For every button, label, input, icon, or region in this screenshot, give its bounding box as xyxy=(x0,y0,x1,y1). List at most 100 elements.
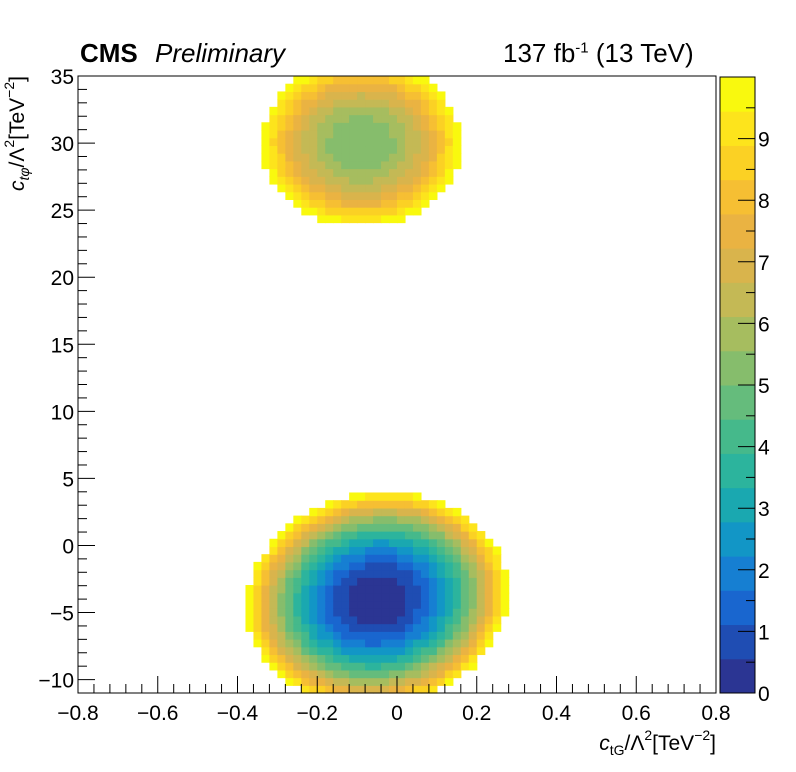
heatmap-cell xyxy=(277,569,286,578)
heatmap-cell xyxy=(349,592,358,602)
heatmap-cell xyxy=(309,561,318,571)
heatmap-cell xyxy=(389,500,398,509)
heatmap-cell xyxy=(333,122,342,131)
heatmap-cell xyxy=(373,176,382,185)
heatmap-cell xyxy=(381,191,390,200)
heatmap-cell xyxy=(349,577,358,586)
x-tick-label: −0.8 xyxy=(57,702,98,725)
heatmap-cell xyxy=(325,114,334,123)
heatmap-cell xyxy=(253,608,263,617)
heatmap-cell xyxy=(412,546,422,555)
x-tick-label: −0.4 xyxy=(217,702,259,725)
heatmap-cell xyxy=(428,623,438,632)
heatmap-cell xyxy=(460,600,470,609)
heatmap-cell xyxy=(389,176,398,185)
heatmap-cell xyxy=(428,631,438,640)
heatmap-cell xyxy=(285,122,294,131)
heatmap-cell xyxy=(412,662,422,671)
heatmap-cell xyxy=(341,654,350,663)
lumi-exponent: -1 xyxy=(575,39,589,57)
heatmap-cell xyxy=(444,623,454,632)
heatmap-cell xyxy=(349,554,358,563)
heatmap-cell xyxy=(325,531,334,540)
heatmap-cell xyxy=(349,639,358,648)
heatmap-cell xyxy=(373,83,382,93)
heatmap-cell xyxy=(365,160,374,170)
heatmap-cell xyxy=(412,615,422,625)
heatmap-cell xyxy=(333,207,342,216)
heatmap-cell xyxy=(476,615,486,625)
heatmap-cell xyxy=(341,577,350,586)
heatmap-cell xyxy=(460,623,470,632)
heatmap-cell xyxy=(269,592,278,602)
heatmap-cell xyxy=(381,615,390,625)
heatmap-cell xyxy=(365,515,374,524)
heatmap-cell xyxy=(365,523,374,532)
heatmap-cell xyxy=(460,515,470,524)
heatmap-cell xyxy=(397,129,406,139)
heatmap-cell xyxy=(436,585,446,594)
heatmap-cell xyxy=(404,631,414,640)
heatmap-cell xyxy=(389,153,398,162)
heatmap-cell xyxy=(389,654,398,663)
heatmap-cell xyxy=(269,176,278,185)
heatmap-cell xyxy=(381,531,390,540)
heatmap-cell xyxy=(404,114,414,123)
heatmap-cell xyxy=(325,122,334,131)
heatmap-cell xyxy=(404,554,414,563)
heatmap-cell xyxy=(333,577,342,586)
heatmap-cell xyxy=(428,600,438,609)
heatmap-cell xyxy=(436,129,446,139)
heatmap-cell xyxy=(309,191,318,200)
heatmap-cell xyxy=(412,608,422,617)
heatmap-cell xyxy=(373,114,382,123)
heatmap-cell xyxy=(397,523,406,532)
heatmap-cell xyxy=(373,214,382,224)
colorbar-tick-label: 2 xyxy=(758,560,770,583)
heatmap-cell xyxy=(277,623,286,632)
heatmap-cell xyxy=(373,608,382,617)
heatmap-cell xyxy=(420,83,430,93)
heatmap-cell xyxy=(293,677,302,686)
heatmap-cell xyxy=(293,83,302,93)
heatmap-cell xyxy=(460,608,470,617)
heatmap-cell xyxy=(412,500,422,509)
heatmap-cell xyxy=(325,83,334,93)
heatmap-cell xyxy=(349,561,358,571)
heatmap-cell xyxy=(309,569,318,578)
heatmap-cell xyxy=(389,677,398,686)
heatmap-cell xyxy=(420,137,430,147)
heatmap-cell xyxy=(261,577,270,586)
heatmap-cell xyxy=(420,515,430,524)
heatmap-cell xyxy=(484,554,494,563)
heatmap-cell xyxy=(460,538,470,548)
heatmap-cell xyxy=(325,99,334,108)
heatmap-cell xyxy=(381,546,390,555)
heatmap-cell xyxy=(397,631,406,640)
heatmap-cell xyxy=(373,631,382,640)
heatmap-cell xyxy=(285,561,294,571)
heatmap-cell xyxy=(444,129,454,139)
heatmap-cell xyxy=(404,531,414,540)
heatmap-cell xyxy=(444,153,454,162)
heatmap-cell xyxy=(404,168,414,177)
heatmap-cell xyxy=(444,515,454,524)
heatmap-cell xyxy=(444,145,454,154)
heatmap-cell xyxy=(389,515,398,524)
heatmap-cell xyxy=(428,99,438,108)
heatmap-cell xyxy=(484,561,494,571)
heatmap-cell xyxy=(357,153,366,162)
heatmap-cell xyxy=(389,523,398,532)
heatmap-cell xyxy=(277,183,286,193)
heatmap-cell xyxy=(349,199,358,208)
heatmap-cell xyxy=(293,145,302,154)
heatmap-cell xyxy=(420,585,430,594)
heatmap-cell xyxy=(357,662,366,671)
heatmap-cell xyxy=(285,623,294,632)
heatmap-cell xyxy=(333,623,342,632)
heatmap-cell xyxy=(285,168,294,177)
heatmap-cell xyxy=(436,569,446,578)
heatmap-cell xyxy=(341,608,350,617)
heatmap-cell xyxy=(349,685,358,694)
